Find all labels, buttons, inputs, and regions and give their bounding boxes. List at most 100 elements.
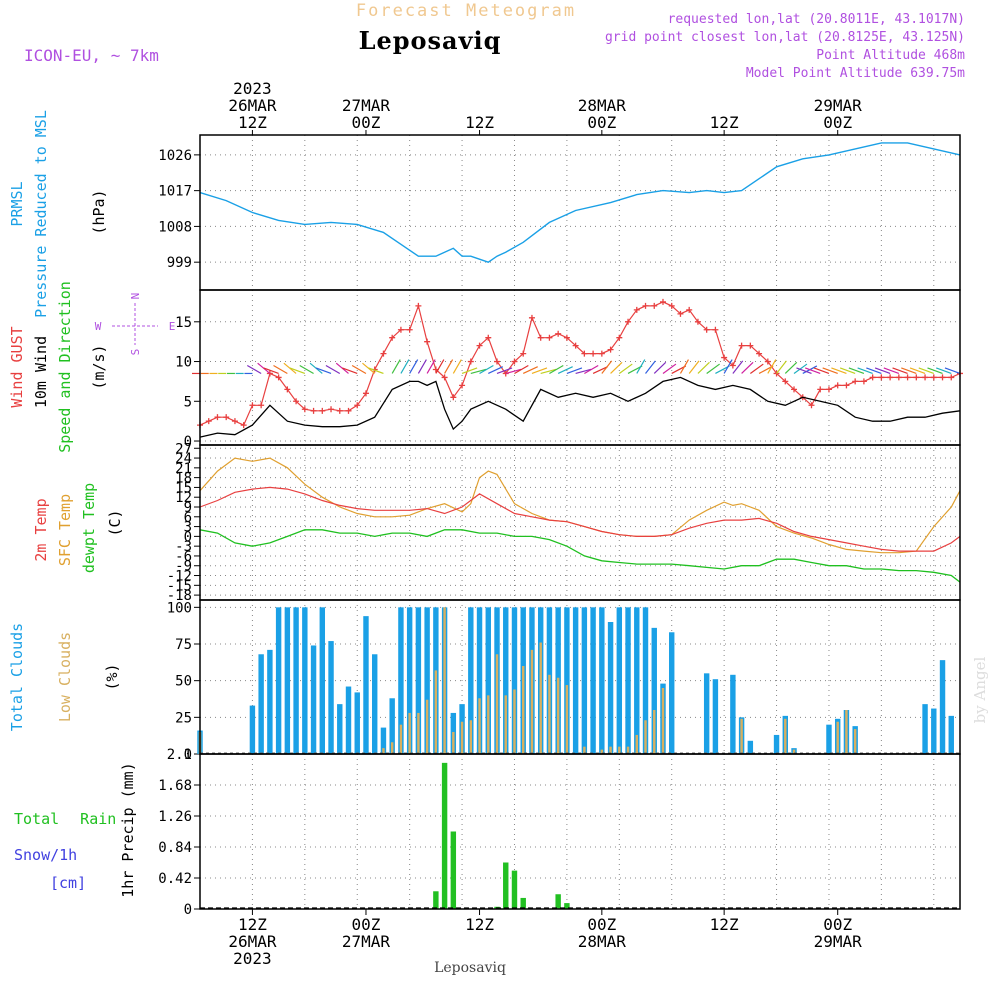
gust-point bbox=[441, 374, 448, 381]
gust-point bbox=[747, 342, 754, 349]
total-cloud-bar bbox=[363, 616, 369, 754]
pressure-label: PRMSL bbox=[8, 181, 26, 226]
total-rain-label: Total Rain bbox=[14, 810, 116, 828]
wind-direction-arrow bbox=[793, 363, 808, 374]
wind-direction-arrow bbox=[549, 364, 564, 374]
gust-point bbox=[651, 302, 658, 309]
gust-point bbox=[642, 302, 649, 309]
low-clouds-label: Low Clouds bbox=[56, 632, 74, 722]
gust-point bbox=[528, 314, 535, 321]
low-cloud-bar bbox=[478, 698, 481, 754]
y-tick-label: -3 bbox=[175, 539, 192, 555]
gust-point bbox=[930, 374, 937, 381]
gust-point bbox=[301, 406, 308, 413]
gust-point bbox=[712, 326, 719, 333]
temp-unit: (C) bbox=[106, 509, 124, 536]
precip-label: 1hr Precip (mm) bbox=[119, 762, 137, 897]
point-altitude: Point Altitude 468m bbox=[816, 48, 965, 63]
gust-point bbox=[415, 302, 422, 309]
wind-direction-arrow bbox=[452, 359, 462, 374]
y-tick-label: 50 bbox=[175, 674, 192, 690]
total-cloud-bar bbox=[747, 740, 754, 754]
gust-point bbox=[406, 326, 413, 333]
gust-point bbox=[284, 386, 291, 393]
gust-point bbox=[913, 374, 920, 381]
wind-direction-arrow bbox=[618, 363, 633, 374]
wind-direction-arrow bbox=[848, 367, 865, 375]
wind-direction-arrow bbox=[417, 359, 427, 374]
time-label-top: 2023 bbox=[233, 79, 272, 98]
time-label-top: 00Z bbox=[823, 113, 852, 132]
y-tick-label: 1.26 bbox=[158, 809, 192, 825]
wind-direction-arrow bbox=[470, 368, 487, 375]
gust-point bbox=[590, 350, 597, 357]
dewpt-label: dewpt Temp bbox=[80, 483, 98, 573]
compass-n: N bbox=[129, 293, 142, 300]
total-cloud-bar bbox=[939, 660, 946, 754]
low-cloud-bar bbox=[565, 685, 569, 754]
wind-direction-label: Speed and Direction bbox=[56, 281, 74, 453]
watermark: by Angel bbox=[971, 656, 989, 723]
wind-direction-arrow bbox=[857, 367, 873, 375]
wind-direction-arrow bbox=[351, 364, 367, 374]
y-tick-label: 27 bbox=[175, 441, 192, 457]
wind-direction-arrow bbox=[584, 364, 599, 374]
total-cloud-bar bbox=[406, 607, 413, 754]
gust-point bbox=[825, 386, 832, 393]
gust-point bbox=[721, 354, 728, 361]
wind-direction-arrow bbox=[557, 366, 573, 375]
gust-point bbox=[563, 334, 570, 341]
precip-bar bbox=[520, 897, 526, 909]
gust-point bbox=[869, 374, 876, 381]
wind-direction-arrow bbox=[325, 364, 341, 374]
total-cloud-bar bbox=[511, 607, 518, 754]
low-cloud-bar bbox=[504, 695, 507, 754]
low-cloud-bar bbox=[390, 742, 394, 754]
gust-point bbox=[948, 374, 955, 381]
total-cloud-bar bbox=[249, 705, 256, 754]
wind-direction-arrow bbox=[514, 364, 529, 374]
total-cloud-bar bbox=[503, 607, 509, 754]
gust-point bbox=[520, 350, 527, 357]
wind-direction-arrow bbox=[813, 367, 830, 375]
low-cloud-bar bbox=[583, 746, 586, 754]
wind-direction-arrow bbox=[822, 367, 838, 375]
y-tick-label: 15 bbox=[175, 315, 192, 331]
gust-point bbox=[467, 358, 474, 365]
low-cloud-bar bbox=[836, 721, 839, 754]
gust-point bbox=[756, 350, 763, 357]
sfctemp-label: SFC Temp bbox=[56, 494, 74, 566]
y-tick-label: 1008 bbox=[158, 219, 192, 235]
total-cloud-bar bbox=[625, 607, 631, 754]
wind-direction-arrow bbox=[741, 361, 754, 374]
gust-point bbox=[511, 358, 518, 365]
snow-label: Snow/1h bbox=[14, 846, 77, 864]
y-tick-label: 12 bbox=[175, 490, 192, 506]
time-label-bottom: 00Z bbox=[352, 915, 381, 934]
total-cloud-bar bbox=[293, 607, 299, 754]
time-label-top: 12Z bbox=[238, 113, 267, 132]
wind-direction-arrow bbox=[866, 367, 882, 375]
wind-direction-arrow bbox=[918, 367, 934, 375]
y-tick-label: 5 bbox=[184, 394, 192, 410]
total-cloud-bar bbox=[485, 607, 491, 754]
total-cloud-bar bbox=[730, 674, 736, 754]
gust-point bbox=[485, 334, 492, 341]
y-tick-label: 3 bbox=[184, 520, 192, 536]
wind-direction-arrow bbox=[531, 367, 548, 375]
wind-direction-arrow bbox=[909, 367, 926, 375]
time-label-top: 00Z bbox=[352, 113, 381, 132]
snow-unit-label: [cm] bbox=[50, 874, 86, 892]
gust-point bbox=[389, 334, 396, 341]
low-cloud-bar bbox=[556, 677, 560, 754]
gust-point bbox=[878, 374, 885, 381]
wind-direction-arrow bbox=[289, 367, 306, 375]
low-cloud-bar bbox=[425, 699, 429, 754]
gust-point bbox=[834, 382, 841, 389]
time-label-bottom: 26MAR bbox=[228, 932, 277, 951]
gust-point bbox=[659, 298, 666, 305]
gust-point bbox=[729, 362, 736, 369]
gust-point bbox=[424, 338, 431, 345]
wind-direction-arrow bbox=[299, 364, 314, 374]
gust-point bbox=[922, 374, 929, 381]
